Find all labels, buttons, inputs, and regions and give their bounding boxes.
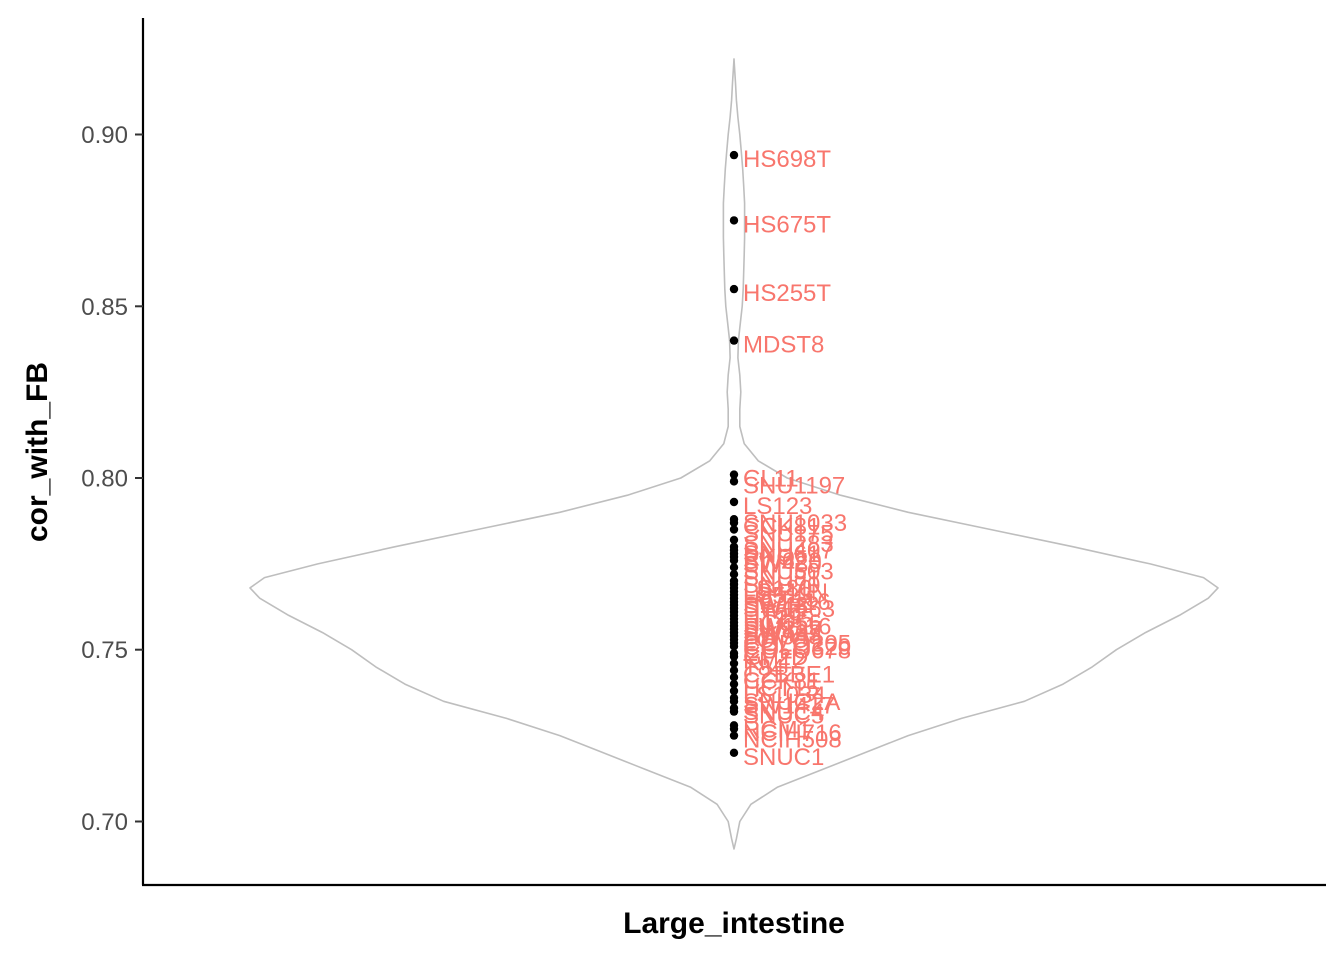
data-point (729, 642, 739, 651)
data-label: LS1034 (743, 682, 826, 709)
data-label: LS123 (743, 493, 812, 520)
data-point (729, 518, 739, 527)
data-point (729, 679, 739, 689)
data-point (729, 697, 739, 706)
data-point (729, 563, 739, 572)
data-label: SNUC1 (743, 744, 824, 771)
data-point (729, 477, 739, 486)
data-label: KM12 (743, 648, 806, 675)
data-point (729, 336, 739, 345)
y-tick-label: 0.90 (81, 122, 128, 149)
data-label: C2BBE1 (743, 661, 835, 688)
data-label: T84 (743, 655, 784, 682)
data-label: SNU81 (743, 565, 820, 592)
data-label: HCT15 (743, 586, 819, 613)
data-point (729, 150, 739, 160)
data-point (729, 652, 739, 661)
data-point (729, 666, 739, 675)
data-point (729, 707, 739, 716)
data-label: HS698T (743, 146, 831, 173)
data-label: NCIH716 (743, 720, 842, 747)
data-label: SW1417 (743, 692, 835, 719)
data-label: LOVO (743, 627, 810, 654)
data-point (729, 216, 739, 225)
data-label: RKO (743, 545, 795, 572)
data-label: LS411N (743, 579, 828, 606)
data-point (729, 731, 739, 740)
data-label: LS513 (743, 582, 812, 609)
data-point (729, 470, 739, 479)
data-point (729, 535, 739, 544)
data-label: SNU70 (743, 572, 820, 599)
data-label: SNU283 (743, 531, 834, 558)
data-label: GP2D (743, 644, 808, 671)
data-label: HS255T (743, 280, 831, 307)
data-label: HCT15 (743, 675, 819, 702)
data-label: SW48 (743, 593, 808, 620)
data-label: SW948 (743, 624, 822, 651)
data-label: SNUC2A (743, 689, 840, 716)
data-label: HCC56 (743, 610, 822, 637)
data-label: SNU175 (743, 521, 834, 548)
data-point (729, 724, 739, 733)
data-label: SNU61 (743, 541, 820, 568)
data-label: RCM1 (743, 716, 811, 743)
data-label: SNUC4 (743, 699, 824, 726)
data-point (729, 556, 739, 565)
data-label: SW1116 (743, 613, 832, 640)
data-point (729, 659, 739, 668)
y-tick-label: 0.85 (81, 294, 128, 321)
data-label: SW1463 (743, 596, 835, 623)
y-axis-title: cor_with_FB (21, 362, 54, 542)
data-label: COLO678 (743, 637, 851, 664)
data-label: COLO320 (743, 634, 851, 661)
data-label: LS180 (743, 576, 812, 603)
data-label: NCIH508 (743, 727, 842, 754)
data-label: SNUC5 (743, 703, 824, 730)
data-label: CL11 (743, 466, 799, 493)
data-label: SNU1033 (743, 510, 847, 537)
data-point (729, 686, 739, 696)
data-label: HS675T (743, 211, 831, 238)
data-label: HT115 (743, 606, 813, 633)
data-label: SW480 (743, 551, 822, 578)
data-point (729, 525, 739, 534)
data-label: SNU1197 (743, 472, 845, 499)
data-label: SW837 (743, 617, 822, 644)
data-label: CCK81 (743, 668, 820, 695)
violin-outline (249, 58, 1219, 850)
x-axis-title: Large_intestine (623, 907, 845, 940)
data-point (729, 284, 739, 294)
y-tick-label: 0.80 (81, 466, 128, 493)
data-label: SNU503 (743, 558, 834, 585)
y-tick-label: 0.70 (81, 809, 128, 836)
data-label: HT55 (743, 600, 802, 627)
data-label: MDST8 (743, 332, 824, 359)
data-label: SW620 (743, 548, 822, 575)
y-tick-label: 0.75 (81, 637, 128, 664)
data-point (729, 748, 739, 757)
data-label: HCT116 (743, 589, 831, 616)
data-label: COLO205 (743, 630, 851, 657)
data-label: SNU407 (743, 538, 834, 565)
data-label: SW403 (743, 620, 822, 647)
data-point (729, 673, 739, 682)
data-point (729, 570, 739, 579)
data-point (729, 497, 739, 507)
data-label: HT29 (743, 603, 802, 630)
data-label: CCK81 (743, 514, 820, 541)
